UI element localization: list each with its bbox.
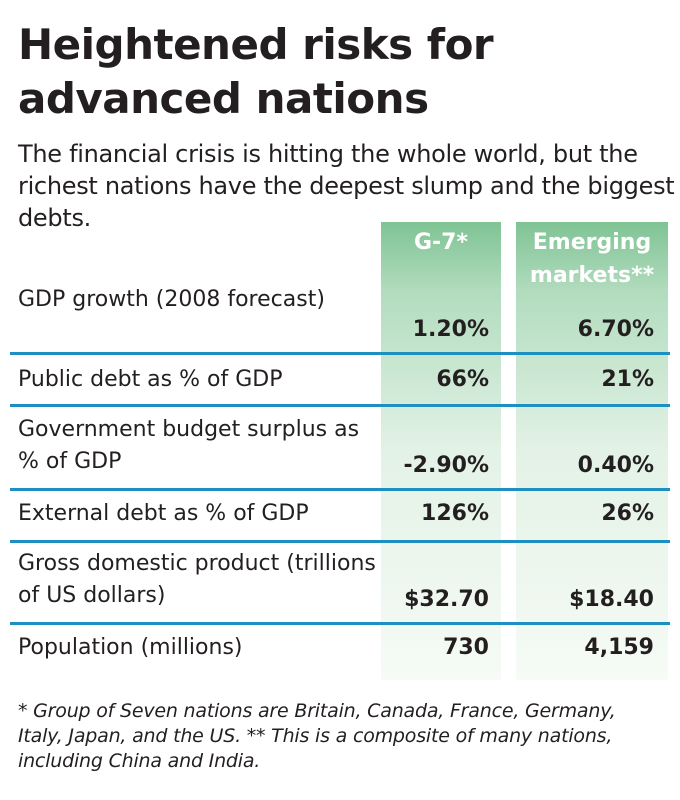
row-divider [10,540,670,543]
chart-subtitle: The financial crisis is hitting the whol… [18,140,675,232]
cell-emerging: 0.40% [577,453,654,478]
cell-g7: 1.20% [412,317,489,342]
cell-g7: -2.90% [403,453,489,478]
cell-g7: 126% [421,501,489,526]
table-row-gdp: Gross domestic product (trillions of US … [0,548,680,612]
table-row-gdp-growth: GDP growth (2008 forecast) 1.20% 6.70% [0,284,680,348]
table-row-public-debt: Public debt as % of GDP 66% 21% [0,364,680,398]
table-row-population: Population (millions) 730 4,159 [0,632,680,666]
g7-column-background [381,222,501,680]
emerging-column-background [516,222,668,680]
row-label: Gross domestic product (trillions of US … [18,551,376,608]
cell-g7: $32.70 [404,587,489,612]
cell-emerging: 21% [601,367,654,392]
cell-emerging: 6.70% [577,317,654,342]
cell-emerging: $18.40 [569,587,654,612]
cell-emerging: 26% [601,501,654,526]
cell-emerging: 4,159 [584,635,654,660]
table-row-external-debt: External debt as % of GDP 126% 26% [0,498,680,532]
row-label: External debt as % of GDP [18,501,309,526]
column-header-emerging: Emerging markets** [529,230,655,288]
row-label: Population (millions) [18,635,243,660]
chart-title: Heightened risks for advanced nations [18,20,494,123]
column-header-g7: G-7* [413,230,468,255]
footnote: * Group of Seven nations are Britain, Ca… [18,700,616,772]
cell-g7: 66% [436,367,489,392]
cell-g7: 730 [443,635,489,660]
row-divider [10,352,670,355]
row-divider [10,404,670,407]
row-label: Public debt as % of GDP [18,367,283,392]
table-row-budget-surplus: Government budget surplus as % of GDP -2… [0,414,680,478]
row-label: GDP growth (2008 forecast) [18,287,325,312]
row-divider [10,488,670,491]
row-divider [10,622,670,625]
row-label: Government budget surplus as % of GDP [18,417,360,474]
